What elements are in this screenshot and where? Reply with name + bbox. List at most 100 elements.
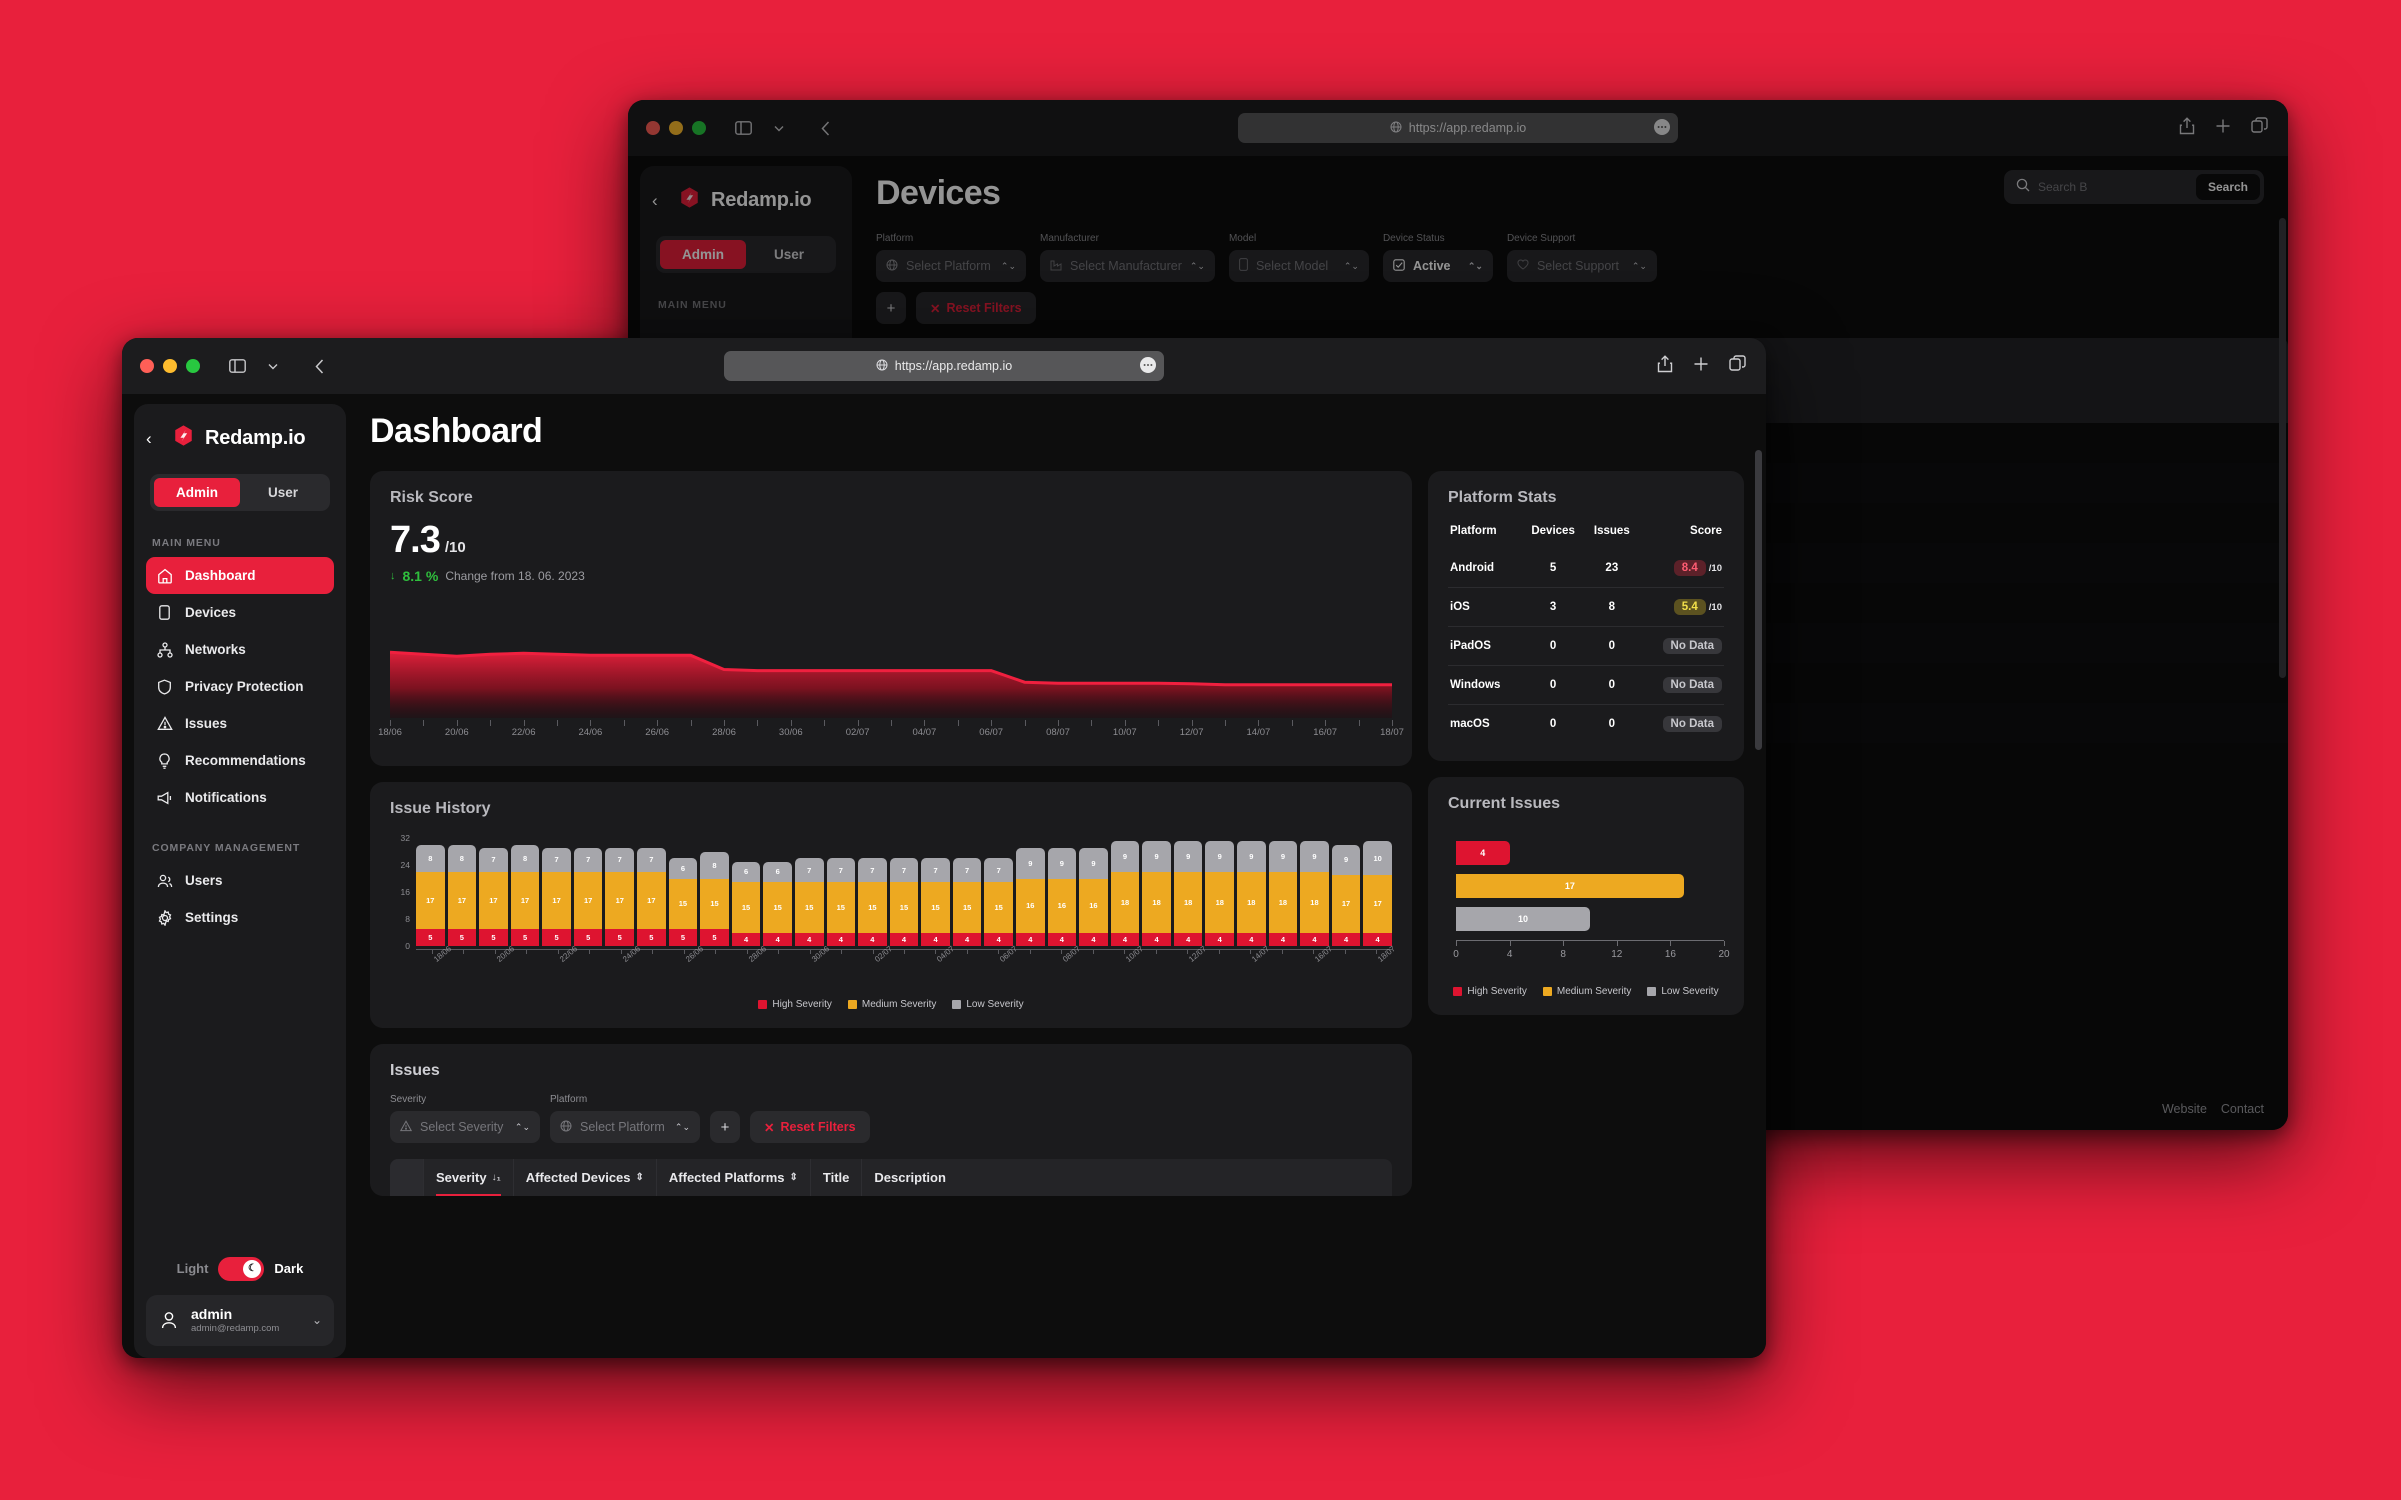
theme-toggle[interactable]: ☾: [218, 1256, 265, 1281]
devices-add-filter-button[interactable]: +: [876, 292, 906, 324]
issue-history-bar[interactable]: 9 16 4: [1079, 848, 1108, 946]
devices-search[interactable]: Search B Search: [2004, 170, 2264, 204]
chevron-down-icon[interactable]: ⌄: [311, 1313, 322, 1328]
devices-filter-bar[interactable]: Platform Select Platform ⌃⌄ Manufacturer…: [876, 233, 2288, 282]
issue-history-bar[interactable]: 9 18 4: [1142, 841, 1171, 946]
role-user-button[interactable]: User: [773, 247, 805, 262]
chevron-down-icon[interactable]: [764, 115, 794, 141]
issue-history-bar[interactable]: 7 15 4: [984, 858, 1013, 946]
tabs-icon[interactable]: [2251, 117, 2268, 139]
sidebar-item-issues[interactable]: Issues: [146, 705, 334, 742]
role-user-button[interactable]: User: [267, 485, 299, 500]
dashboard-address-bar[interactable]: https://app.redamp.io: [724, 351, 1164, 381]
dashboard-titlebar[interactable]: https://app.redamp.io: [122, 338, 1766, 394]
devices-reset-filters-button[interactable]: ✕ Reset Filters: [916, 292, 1036, 324]
sidebar-collapse-icon[interactable]: ‹: [652, 190, 658, 210]
issue-history-bar[interactable]: 9 16 4: [1015, 848, 1045, 946]
devices-brand[interactable]: ‹ Redamp.io: [640, 186, 852, 214]
role-admin-button[interactable]: Admin: [660, 240, 746, 269]
issue-history-bar[interactable]: 7 17 5: [573, 848, 603, 946]
issue-history-bar[interactable]: 9 18 4: [1173, 841, 1203, 946]
devices-search-button[interactable]: Search: [2195, 174, 2260, 200]
issue-history-bar[interactable]: 9 18 4: [1205, 841, 1235, 946]
filter-device-support-select[interactable]: Select Support ⌃⌄: [1506, 250, 1657, 282]
issue-history-bar[interactable]: 7 15 4: [952, 858, 982, 946]
maximize-button[interactable]: [186, 359, 200, 373]
dashboard-brand[interactable]: ‹ Redamp.io: [134, 424, 346, 452]
issues-col-severity[interactable]: Severity ↓₁: [424, 1159, 514, 1196]
issue-history-bar[interactable]: 9 18 4: [1237, 841, 1266, 946]
role-admin-button[interactable]: Admin: [154, 478, 240, 507]
issues-filter-platform-select[interactable]: Select Platform ⌃⌄: [550, 1111, 700, 1143]
sidebar-item-users[interactable]: Users: [146, 862, 334, 899]
issue-history-bar[interactable]: 8 15 5: [700, 851, 729, 946]
tabs-icon[interactable]: [1729, 355, 1746, 377]
issue-history-bar[interactable]: 7 15 4: [826, 858, 856, 946]
devices-titlebar[interactable]: https://app.redamp.io: [628, 100, 2288, 156]
devices-role-switch[interactable]: Admin User: [656, 236, 836, 273]
filter-platform[interactable]: Platform Select Platform ⌃⌄: [876, 233, 1026, 282]
issues-filter-severity-select[interactable]: Select Severity ⌃⌄: [390, 1111, 540, 1143]
share-icon[interactable]: [1657, 354, 1673, 378]
chevron-down-icon[interactable]: [258, 353, 288, 379]
current-issues-row[interactable]: 10: [1456, 907, 1724, 931]
issue-history-bar[interactable]: 7 15 4: [794, 858, 824, 946]
back-icon[interactable]: [304, 353, 334, 379]
issue-history-bar[interactable]: 8 17 5: [416, 844, 445, 946]
current-issues-row[interactable]: 17: [1456, 874, 1724, 898]
user-profile-card[interactable]: admin admin@redamp.com ⌄: [146, 1294, 334, 1346]
issues-col-description[interactable]: Description: [862, 1159, 958, 1196]
issue-history-bar[interactable]: 7 17 5: [637, 848, 666, 946]
sidebar-item-dashboard[interactable]: Dashboard: [146, 557, 334, 594]
sidebar-item-networks[interactable]: Networks: [146, 631, 334, 668]
sidebar-item-notifications[interactable]: Notifications: [146, 779, 334, 816]
issue-history-bar[interactable]: 7 15 4: [889, 858, 919, 946]
share-icon[interactable]: [2179, 116, 2195, 140]
issues-filter-platform[interactable]: Platform Select Platform ⌃⌄: [550, 1094, 700, 1143]
issue-history-bar[interactable]: 9 16 4: [1047, 848, 1077, 946]
issues-select-all-checkbox[interactable]: [390, 1159, 424, 1196]
sidebar-collapse-icon[interactable]: ‹: [146, 428, 152, 448]
close-button[interactable]: [646, 121, 660, 135]
issues-reset-filters-button[interactable]: ✕ Reset Filters: [750, 1111, 870, 1143]
issues-col-title[interactable]: Title: [811, 1159, 863, 1196]
filter-device-status-select[interactable]: Active ⌃⌄: [1382, 250, 1493, 282]
theme-toggle-row[interactable]: Light ☾ Dark: [134, 1247, 346, 1295]
issue-history-bar[interactable]: 7 17 5: [542, 848, 571, 946]
filter-platform-select[interactable]: Select Platform ⌃⌄: [876, 250, 1026, 282]
dashboard-role-switch[interactable]: Admin User: [150, 474, 330, 511]
devices-address-bar[interactable]: https://app.redamp.io: [1238, 113, 1678, 143]
issue-history-bar[interactable]: 10 17 4: [1363, 841, 1392, 946]
devices-search-input[interactable]: Search B: [2038, 180, 2088, 194]
issue-history-bar[interactable]: 9 18 4: [1268, 841, 1298, 946]
issue-history-bar[interactable]: 6 15 4: [731, 861, 761, 946]
back-icon[interactable]: [810, 115, 840, 141]
plus-icon[interactable]: [2215, 118, 2231, 139]
issues-filter-bar[interactable]: Severity Select Severity ⌃⌄ Platform: [390, 1094, 1392, 1143]
issue-history-bar[interactable]: 7 15 4: [858, 858, 887, 946]
minimize-button[interactable]: [669, 121, 683, 135]
footer-link-contact[interactable]: Contact: [2220, 1102, 2264, 1116]
issue-history-bar[interactable]: 9 17 4: [1331, 844, 1361, 946]
sort-icon[interactable]: ⇕: [789, 1172, 798, 1183]
window-controls[interactable]: [140, 359, 200, 373]
more-icon[interactable]: [1140, 356, 1156, 376]
close-button[interactable]: [140, 359, 154, 373]
issue-history-bar[interactable]: 7 17 5: [479, 848, 508, 946]
footer-link-website[interactable]: Website: [2161, 1102, 2207, 1116]
issue-history-bar[interactable]: 7 17 5: [605, 848, 635, 946]
sidebar-icon[interactable]: [728, 115, 758, 141]
issue-history-bar[interactable]: 8 17 5: [510, 844, 540, 946]
issue-history-bar[interactable]: 9 18 4: [1110, 841, 1140, 946]
issues-col-affected-devices[interactable]: Affected Devices ⇕: [514, 1159, 657, 1196]
issue-history-bar[interactable]: 8 17 5: [447, 844, 477, 946]
issues-col-affected-platforms[interactable]: Affected Platforms ⇕: [657, 1159, 811, 1196]
filter-device-support[interactable]: Device Support Select Support ⌃⌄: [1506, 233, 1657, 282]
maximize-button[interactable]: [692, 121, 706, 135]
dashboard-browser-window[interactable]: https://app.redamp.io ‹: [122, 338, 1766, 1358]
sidebar-item-settings[interactable]: Settings: [146, 899, 334, 936]
current-issues-row[interactable]: 4: [1456, 841, 1724, 865]
filter-manufacturer[interactable]: Manufacturer Select Manufacturer ⌃⌄: [1040, 233, 1215, 282]
sidebar-icon[interactable]: [222, 353, 252, 379]
filter-model[interactable]: Model Select Model ⌃⌄: [1228, 233, 1369, 282]
